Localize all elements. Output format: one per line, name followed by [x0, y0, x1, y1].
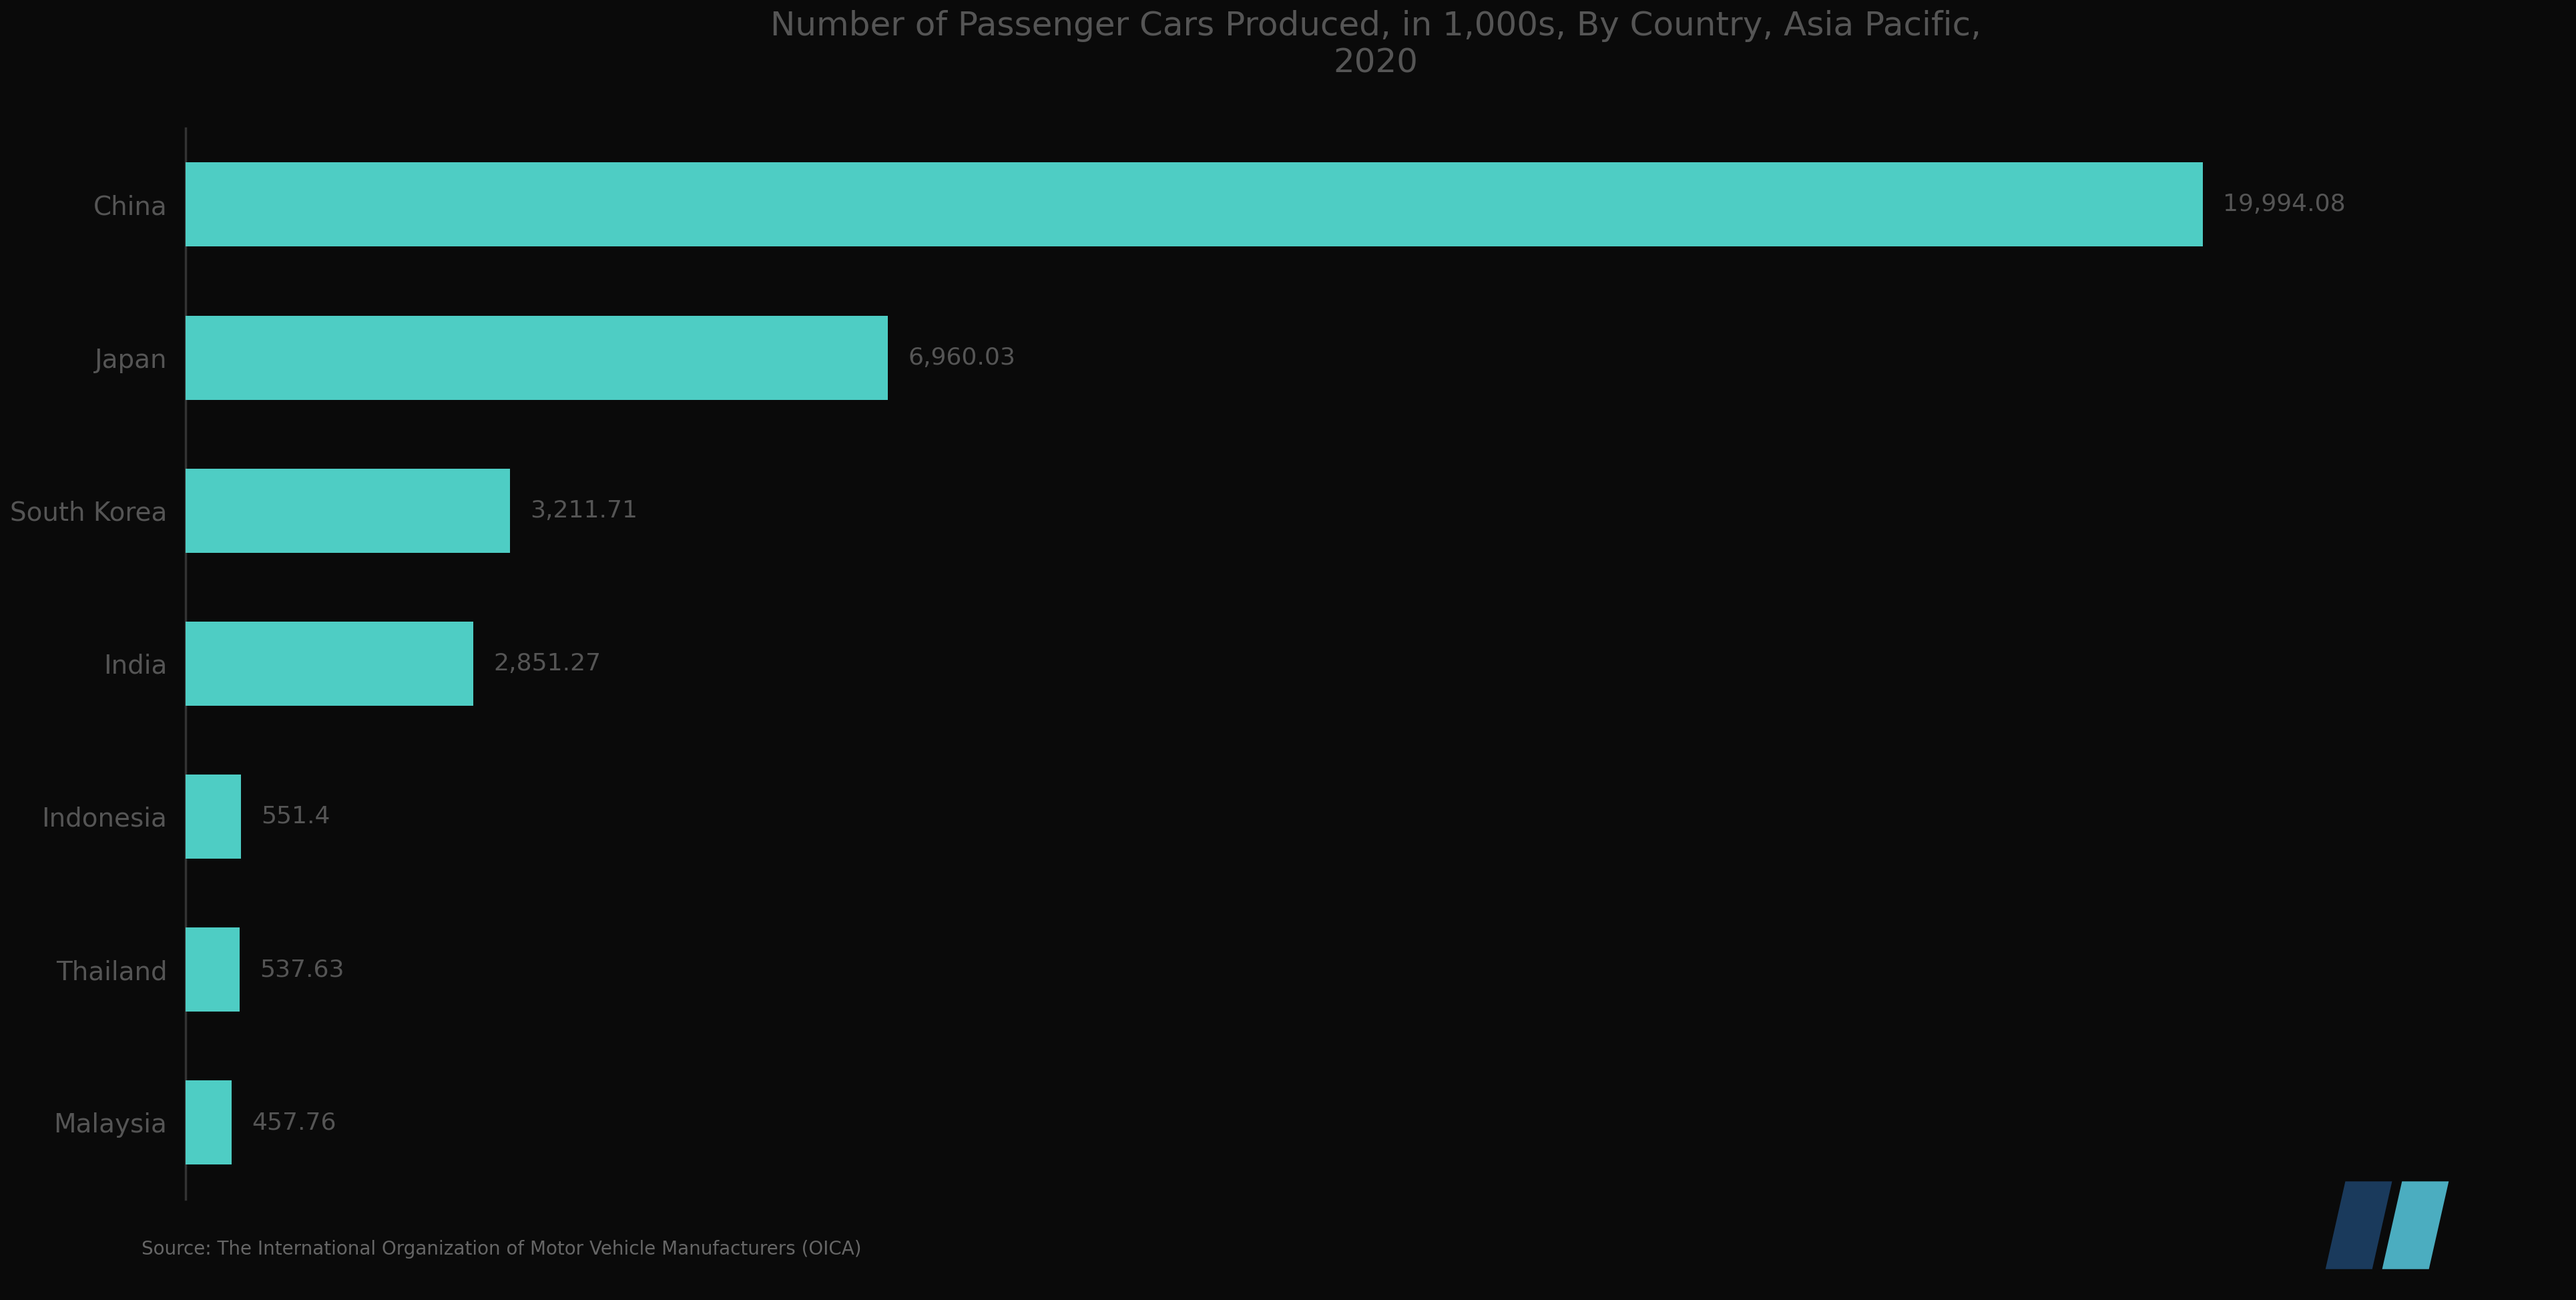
Text: Source: The International Organization of Motor Vehicle Manufacturers (OICA): Source: The International Organization o… — [142, 1240, 860, 1258]
Polygon shape — [2326, 1182, 2393, 1269]
Text: 537.63: 537.63 — [260, 958, 345, 982]
Bar — [185, 1080, 232, 1165]
Bar — [185, 162, 2202, 247]
Text: 457.76: 457.76 — [252, 1112, 337, 1134]
Bar — [185, 775, 242, 858]
Text: 3,211.71: 3,211.71 — [531, 499, 636, 521]
Bar — [185, 927, 240, 1011]
Bar — [185, 316, 889, 399]
Text: 551.4: 551.4 — [263, 805, 330, 828]
Text: 2,851.27: 2,851.27 — [495, 653, 600, 675]
Text: 6,960.03: 6,960.03 — [909, 346, 1015, 369]
Bar — [185, 621, 474, 706]
Polygon shape — [2383, 1182, 2450, 1269]
Text: 19,994.08: 19,994.08 — [2223, 194, 2347, 216]
Title: Number of Passenger Cars Produced, in 1,000s, By Country, Asia Pacific,
2020: Number of Passenger Cars Produced, in 1,… — [770, 10, 1981, 79]
Bar — [185, 468, 510, 552]
